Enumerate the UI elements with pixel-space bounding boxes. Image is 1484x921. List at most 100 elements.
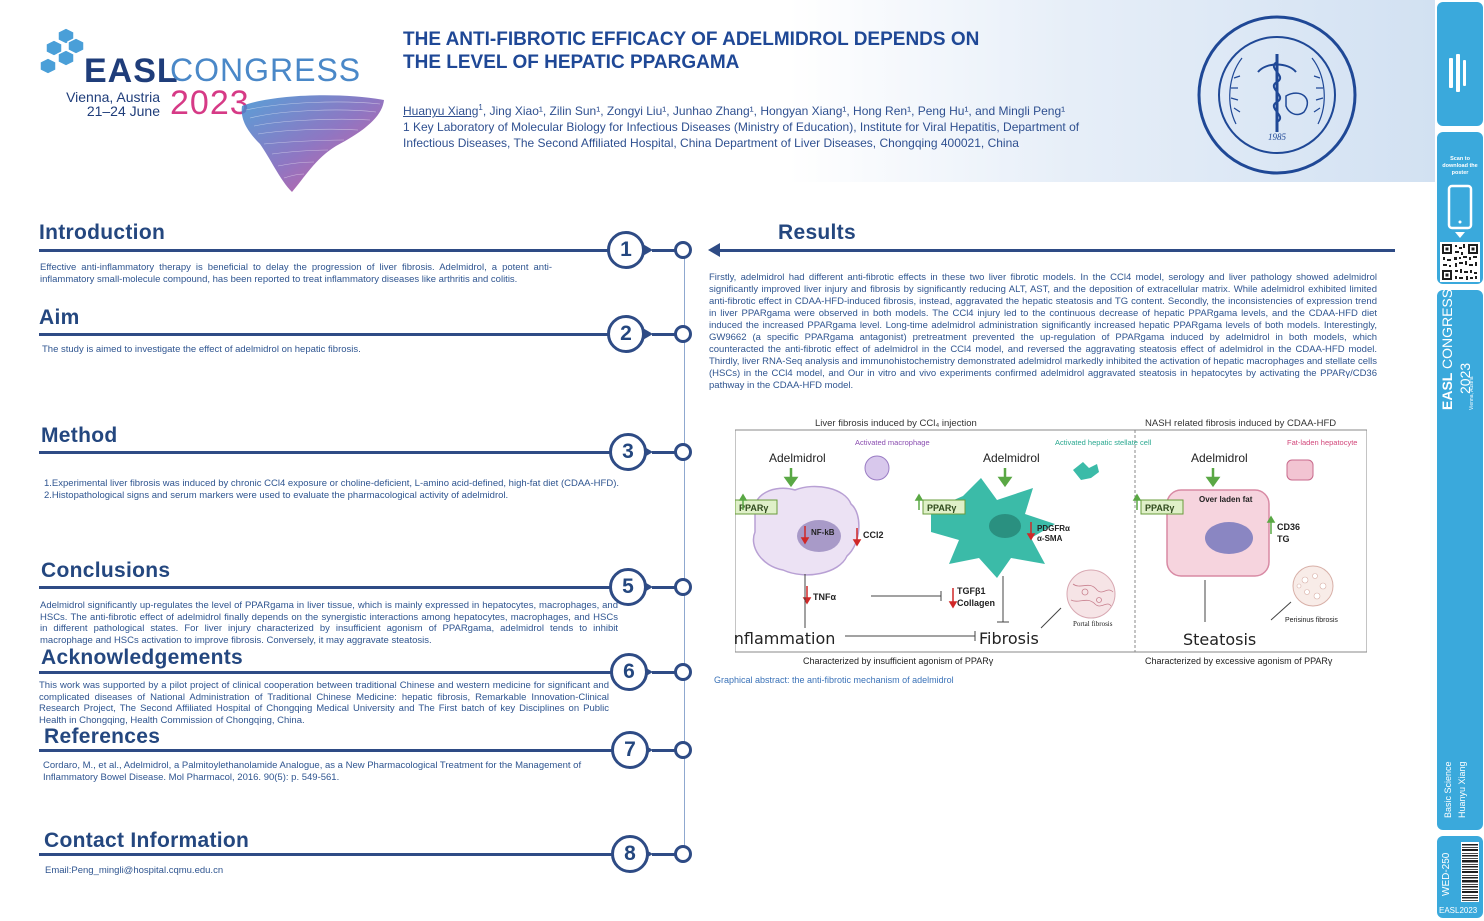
introduction-divider	[39, 249, 641, 252]
fig-perisinus-histology	[1292, 565, 1334, 607]
graphical-abstract-svg: Liver fibrosis induced by CCl₄ injection…	[735, 418, 1367, 666]
fig-small-macrophage	[864, 455, 890, 481]
contact-heading: Contact Information	[44, 829, 250, 852]
liver-illustration-icon	[241, 95, 384, 192]
sidebar-congress: CONGRESS	[1439, 288, 1455, 370]
fig-portal-histology	[1066, 569, 1116, 619]
fig-adelmidrol-3: Adelmidrol	[1191, 451, 1248, 465]
sidebar-author: Huanyu Xiang	[1457, 761, 1467, 818]
logo-place: Vienna, Austria 21–24 June	[64, 90, 160, 118]
references-heading: References	[44, 725, 161, 748]
fig-activated-hsc: Activated hepatic stellate cell	[1055, 438, 1152, 447]
fig-hepatocyte-nucleus	[1205, 522, 1253, 554]
fig-small-hepatocyte	[1286, 459, 1314, 481]
fig-tnfa: TNFα	[813, 592, 836, 602]
sidebar-easl-congress: EASL CONGRESS	[1439, 289, 1455, 410]
results-heading: Results	[778, 221, 856, 244]
introduction-text: Effective anti-inflammatory therapy is b…	[40, 262, 552, 285]
sidebar-main: EASL CONGRESS 2023 Vienna, Austria Basic…	[1437, 289, 1483, 830]
acknowledgements-divider	[39, 671, 641, 674]
timeline-line	[684, 258, 685, 854]
sidebar-easl: EASL	[1439, 372, 1455, 410]
fig-macrophage-nucleus	[797, 520, 841, 552]
references-connector	[652, 749, 676, 752]
sidebar-city: Vienna, Austria	[1469, 376, 1475, 410]
conclusions-connector	[652, 586, 676, 589]
qr-code-icon[interactable]	[1440, 242, 1480, 282]
other-authors: , Jing Xiao¹, Zilin Sun¹, Zongyi Liu¹, J…	[482, 104, 1066, 118]
sidebar-code: WED-250 EASL2023	[1437, 836, 1483, 918]
aim-number: 2	[607, 315, 645, 353]
fig-adelmidrol-1: Adelmidrol	[769, 451, 826, 465]
acknowledgements-number: 6	[610, 653, 648, 691]
method-knob	[674, 443, 692, 461]
method-heading: Method	[41, 424, 118, 447]
introduction-connector	[652, 249, 676, 252]
university-seal-icon: 1985	[1197, 15, 1357, 175]
fig-ppar-2: PPARγ	[927, 503, 956, 513]
easl-logo-icon	[40, 27, 85, 75]
fig-tgfb: TGFβ1	[957, 586, 986, 596]
fig-ppar-3: PPARγ	[1145, 503, 1174, 513]
fig-pdgfr: PDGFRα	[1037, 524, 1070, 533]
references-text: Cordaro, M., et al., Adelmidrol, a Palmi…	[43, 760, 582, 783]
contact-email[interactable]: Email:Peng_mingli@hospital.cqmu.edu.cn	[45, 865, 224, 876]
method-divider	[39, 451, 641, 454]
fig-adelmidrol-2: Adelmidrol	[983, 451, 1040, 465]
acknowledgements-text: This work was supported by a pilot proje…	[39, 680, 609, 726]
graphical-abstract: Liver fibrosis induced by CCl₄ injection…	[735, 414, 1367, 667]
fig-portal-fibrosis: Portal fibrosis	[1073, 620, 1113, 628]
fig-nfkb: NF-kB	[811, 528, 835, 537]
method-line2: 2.Histopathological signs and serum mark…	[44, 489, 509, 501]
fig-ppar-box-3	[1140, 499, 1184, 515]
sidebar-download[interactable]: Scan to download the poster	[1437, 132, 1483, 284]
poster-title-line2: THE LEVEL OF HEPATIC PPARGAMA	[403, 52, 740, 73]
fig-collagen: Collagen	[957, 598, 995, 608]
poster-title-line1: THE ANTI-FIBROTIC EFFICACY OF ADELMIDROL…	[403, 29, 980, 50]
references-knob	[674, 741, 692, 759]
poster-title: THE ANTI-FIBROTIC EFFICACY OF ADELMIDROL…	[403, 28, 1103, 74]
scan-text: Scan to download the poster	[1442, 156, 1478, 176]
method-number: 3	[609, 433, 647, 471]
results-divider	[720, 249, 1395, 252]
contact-knob	[674, 845, 692, 863]
fig-left-title: Liver fibrosis induced by CCl₄ injection	[815, 418, 977, 429]
aim-divider	[39, 333, 641, 336]
results-arrow	[708, 243, 720, 257]
acknowledgements-connector	[652, 671, 676, 674]
fig-right-title: NASH related fibrosis induced by CDAA-HF…	[1145, 418, 1336, 429]
references-number: 7	[611, 731, 649, 769]
conclusions-number: 5	[609, 568, 647, 606]
fig-cd36: CD36	[1277, 522, 1300, 532]
fig-perisinus-fibrosis: Perisinus fibrosis	[1285, 617, 1338, 624]
logo-dates: 21–24 June	[86, 103, 160, 119]
acknowledgements-knob	[674, 663, 692, 681]
acknowledgements-heading: Acknowledgements	[41, 646, 244, 669]
contact-divider	[39, 853, 641, 856]
fig-tg: TG	[1277, 534, 1290, 544]
conclusions-heading: Conclusions	[41, 559, 171, 582]
poster-code: WED-250	[1441, 852, 1452, 896]
aim-heading: Aim	[39, 306, 80, 329]
conclusions-text: Adelmidrol significantly up-regulates th…	[40, 600, 618, 646]
introduction-heading: Introduction	[39, 221, 166, 244]
results-text: Firstly, adelmidrol had different anti-f…	[709, 272, 1377, 391]
conclusions-knob	[674, 578, 692, 596]
logo-year: 2023	[170, 84, 250, 122]
fig-ccl2: CCl2	[863, 530, 884, 540]
method-line1: 1.Experimental liver fibrosis was induce…	[44, 478, 620, 489]
fig-small-hsc	[1073, 462, 1099, 480]
fig-ppar-1: PPARγ	[739, 503, 768, 513]
sidebar-meta: Basic Science	[1443, 761, 1453, 818]
aim-knob	[674, 325, 692, 343]
introduction-knob	[674, 241, 692, 259]
sidebar-footer: EASL2023	[1439, 906, 1478, 915]
seal-year: 1985	[1268, 132, 1287, 142]
contact-number: 8	[611, 835, 649, 873]
references-divider	[39, 749, 641, 752]
conclusions-divider	[39, 586, 641, 589]
fig-activated-macrophage: Activated macrophage	[855, 438, 930, 447]
fig-inflammation: Inflammation	[735, 629, 835, 648]
method-connector	[652, 451, 676, 454]
poster-sustainability-logo-icon	[1449, 54, 1466, 92]
